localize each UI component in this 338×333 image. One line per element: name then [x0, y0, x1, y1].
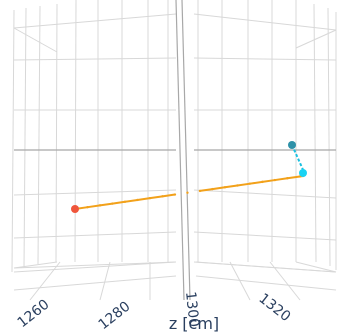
left-wall-vertical-gridline [37, 5, 41, 265]
left-wall-horizontal-gridline [13, 189, 177, 196]
floor-depth-gridline [229, 261, 251, 301]
right-wall-horizontal-gridline [193, 189, 337, 199]
track-point [236, 184, 239, 187]
track-point [148, 196, 152, 200]
track-point [261, 180, 264, 184]
floor-depth-gridline [269, 261, 301, 301]
z-axis-title: z [cm] [169, 314, 219, 333]
end-point [299, 169, 307, 177]
right-wall-horizontal-gridline [193, 231, 337, 241]
center-axis-line [181, 0, 191, 301]
track-point [286, 177, 289, 180]
track-point [123, 200, 127, 203]
right-wall-diagonal-gridline [295, 29, 337, 49]
left-wall-diagonal-gridline [13, 261, 58, 269]
grid-planes [11, 0, 337, 301]
track-point [111, 202, 114, 205]
center-axis-line [175, 0, 185, 301]
left-wall-vertical-gridline [74, 0, 77, 263]
track-point [186, 191, 189, 194]
z-tick-label-1320: 1320 [256, 291, 294, 326]
left-wall-horizontal-gridline [13, 231, 177, 239]
z-tick-label-1260: 1260 [15, 297, 53, 332]
floor-gridline [13, 261, 177, 273]
floor-depth-gridline [99, 261, 111, 301]
track-segment-right [199, 175, 304, 192]
left-wall-vertical-gridline [55, 3, 58, 263]
z-tick-label-1280: 1280 [96, 299, 134, 333]
track-point [248, 182, 252, 185]
right-wall-vertical-gridline [313, 3, 317, 263]
right-wall-diagonal-gridline [295, 261, 337, 273]
right-wall-horizontal-gridline [193, 57, 337, 61]
track-point [198, 189, 202, 193]
left-wall-vertical-gridline [11, 9, 15, 273]
floor-depth-gridline [29, 261, 61, 301]
floor-gridline [13, 275, 177, 291]
left-wall-horizontal-gridline [13, 261, 177, 269]
track-point [223, 186, 227, 189]
floor-gridline [195, 261, 337, 273]
start-point [71, 205, 79, 213]
track-point [173, 193, 177, 196]
right-wall-horizontal-gridline [193, 13, 337, 31]
track-point [86, 205, 89, 209]
z-axis-ticks: 1260 1280 1300 1320 [15, 291, 294, 333]
track-point [136, 198, 139, 202]
kink-segment [291, 144, 305, 173]
track-point [161, 195, 164, 198]
kink-point [288, 141, 296, 149]
track-point [98, 204, 102, 207]
floor-gridline [195, 275, 337, 291]
data-marks [71, 141, 307, 213]
left-wall-horizontal-gridline [13, 57, 177, 61]
track-point [273, 178, 277, 182]
track-point [211, 187, 214, 191]
left-wall-vertical-gridline [23, 7, 27, 269]
left-wall-horizontal-gridline [13, 13, 177, 29]
z-tick-label-1300: 1300 [182, 291, 202, 328]
left-wall-diagonal-gridline [13, 27, 58, 53]
right-wall-vertical-gridline [327, 7, 331, 267]
